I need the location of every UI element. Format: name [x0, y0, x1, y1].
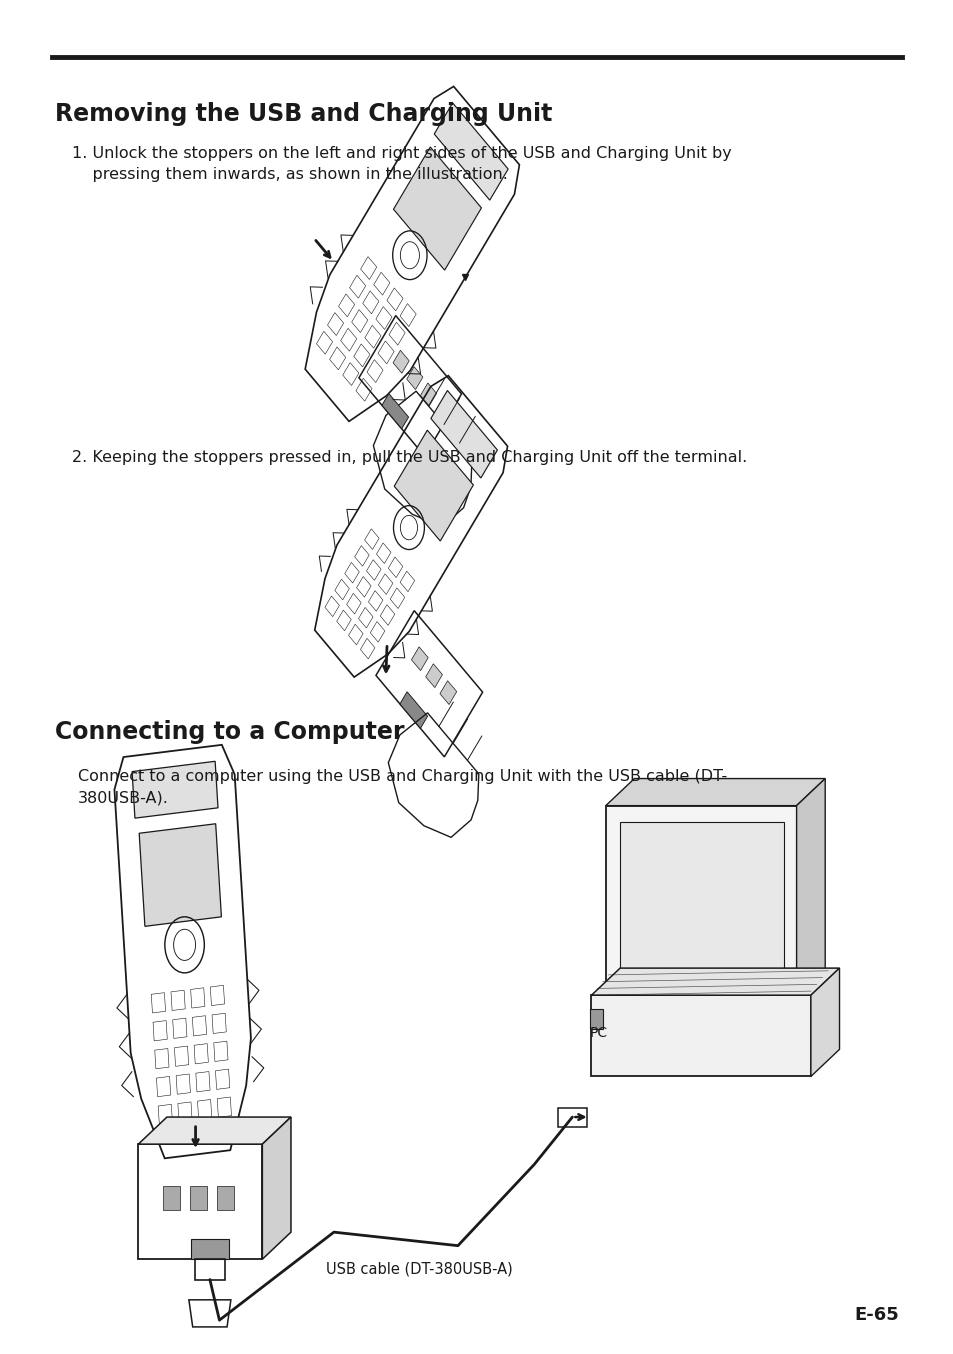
Polygon shape: [262, 1117, 291, 1259]
Polygon shape: [132, 761, 218, 818]
Polygon shape: [420, 383, 436, 406]
Text: 2. Keeping the stoppers pressed in, pull the USB and Charging Unit off the termi: 2. Keeping the stoppers pressed in, pull…: [71, 450, 746, 464]
Polygon shape: [191, 1239, 229, 1259]
Polygon shape: [589, 1009, 602, 1029]
Polygon shape: [216, 1186, 233, 1210]
Polygon shape: [591, 995, 810, 1076]
Text: E-65: E-65: [853, 1307, 898, 1324]
Text: PC: PC: [589, 1026, 607, 1040]
Polygon shape: [431, 390, 497, 478]
Polygon shape: [425, 663, 442, 688]
Polygon shape: [399, 692, 427, 728]
Polygon shape: [796, 779, 824, 1002]
Polygon shape: [381, 394, 408, 429]
Polygon shape: [810, 968, 839, 1076]
Polygon shape: [605, 806, 796, 1002]
Text: Removing the USB and Charging Unit: Removing the USB and Charging Unit: [55, 102, 552, 126]
Polygon shape: [434, 103, 508, 200]
Polygon shape: [393, 148, 481, 271]
Polygon shape: [393, 351, 409, 374]
Polygon shape: [406, 367, 422, 390]
Polygon shape: [619, 822, 783, 988]
Polygon shape: [138, 1117, 291, 1144]
Polygon shape: [439, 681, 456, 704]
Text: Connecting to a Computer: Connecting to a Computer: [55, 720, 404, 745]
Polygon shape: [591, 968, 839, 995]
Polygon shape: [605, 779, 824, 806]
Text: USB cable (DT-380USB-A): USB cable (DT-380USB-A): [326, 1262, 513, 1277]
Polygon shape: [411, 647, 428, 670]
Polygon shape: [163, 1186, 180, 1210]
Text: 1. Unlock the stoppers on the left and right sides of the USB and Charging Unit : 1. Unlock the stoppers on the left and r…: [71, 146, 731, 183]
Polygon shape: [190, 1186, 207, 1210]
Polygon shape: [139, 823, 221, 926]
Polygon shape: [394, 431, 473, 542]
Text: Connect to a computer using the USB and Charging Unit with the USB cable (DT-
38: Connect to a computer using the USB and …: [78, 769, 727, 806]
